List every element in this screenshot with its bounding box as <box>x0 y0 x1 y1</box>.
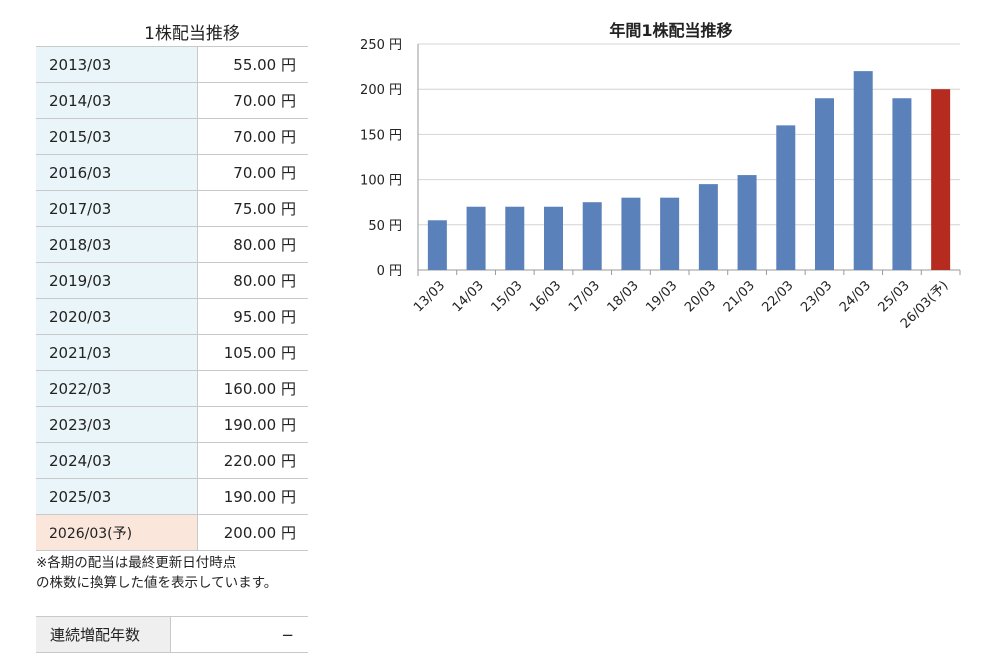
bar <box>698 184 718 270</box>
table-row: 2013/03 55.00 円 <box>36 46 308 83</box>
period-cell: 2020/03 <box>36 298 198 335</box>
period-cell: 2015/03 <box>36 118 198 155</box>
y-tick-label: 0 円 <box>377 264 402 279</box>
period-cell: 2019/03 <box>36 262 198 299</box>
x-tick-label: 24/03 <box>837 278 874 315</box>
dividend-value-cell: 80.00 円 <box>197 262 308 299</box>
x-tick-label: 18/03 <box>605 278 642 315</box>
footnote-line-1: ※各期の配当は最終更新日付時点 <box>36 555 237 571</box>
table-row: 2023/03 190.00 円 <box>36 406 308 443</box>
x-tick-label: 15/03 <box>489 278 526 315</box>
dividend-value-cell: 75.00 円 <box>197 190 308 227</box>
x-tick-label: 23/03 <box>798 278 835 315</box>
dividend-value-cell: 70.00 円 <box>197 82 308 119</box>
y-tick-label: 150 円 <box>360 128 402 143</box>
bar <box>853 71 873 270</box>
bar <box>427 220 447 270</box>
x-tick-label: 16/03 <box>527 278 564 315</box>
dividend-table-panel: 1株配当推移 2013/03 55.00 円 2014/03 70.00 円 2015/… <box>36 22 308 653</box>
dividend-value-cell: 95.00 円 <box>197 298 308 335</box>
dividend-value-cell: 70.00 円 <box>197 154 308 191</box>
period-cell: 2016/03 <box>36 154 198 191</box>
streak-label: 連続増配年数 <box>36 616 171 653</box>
bar <box>737 175 757 270</box>
period-cell: 2018/03 <box>36 226 198 263</box>
period-cell: 2025/03 <box>36 478 198 515</box>
period-cell: 2017/03 <box>36 190 198 227</box>
dividend-value-cell: 190.00 円 <box>197 478 308 515</box>
streak-table: 連続増配年数 − <box>36 616 308 653</box>
table-row: 2019/03 80.00 円 <box>36 262 308 299</box>
dividend-value-cell: 160.00 円 <box>197 370 308 407</box>
dividend-table: 2013/03 55.00 円 2014/03 70.00 円 2015/03 70.00… <box>36 46 308 551</box>
period-cell: 2023/03 <box>36 406 198 443</box>
x-tick-label: 20/03 <box>682 278 719 315</box>
table-row: 2026/03(予) 200.00 円 <box>36 514 308 551</box>
period-cell: 2013/03 <box>36 46 198 83</box>
dividend-value-cell: 80.00 円 <box>197 226 308 263</box>
table-title: 1株配当推移 <box>144 24 240 44</box>
table-row: 2017/03 75.00 円 <box>36 190 308 227</box>
bar <box>505 206 525 270</box>
table-row: 2024/03 220.00 円 <box>36 442 308 479</box>
table-row: 2025/03 190.00 円 <box>36 478 308 515</box>
x-tick-label: 22/03 <box>760 278 797 315</box>
period-cell: 2022/03 <box>36 370 198 407</box>
table-row: 2015/03 70.00 円 <box>36 118 308 155</box>
y-tick-label: 200 円 <box>360 83 402 98</box>
table-row: 2022/03 160.00 円 <box>36 370 308 407</box>
period-cell: 2014/03 <box>36 82 198 119</box>
dividend-chart: 年間1株配当推移 0 円 50 円 100 円 150 円 200 円 250 円 13/03… <box>340 16 980 356</box>
dividend-value-cell: 70.00 円 <box>197 118 308 155</box>
table-row: 2014/03 70.00 円 <box>36 82 308 119</box>
table-row: 2021/03 105.00 円 <box>36 334 308 371</box>
x-tick-label: 17/03 <box>566 278 603 315</box>
bar <box>544 206 563 270</box>
table-row: 2020/03 95.00 円 <box>36 298 308 335</box>
x-tick-label: 19/03 <box>643 278 680 315</box>
chart-title: 年間1株配当推移 <box>609 21 732 40</box>
x-tick-label: 13/03 <box>411 278 448 315</box>
dividend-value-cell: 55.00 円 <box>197 46 308 83</box>
bar <box>621 197 641 270</box>
bar <box>931 89 951 270</box>
y-tick-label: 250 円 <box>360 38 402 53</box>
x-tick-label: 21/03 <box>721 278 758 315</box>
bar <box>892 98 912 271</box>
dividend-value-cell: 220.00 円 <box>197 442 308 479</box>
streak-value: − <box>170 616 308 653</box>
dividend-value-cell: 200.00 円 <box>197 514 308 551</box>
dividend-value-cell: 190.00 円 <box>197 406 308 443</box>
bar <box>466 206 486 270</box>
bar <box>815 98 834 271</box>
period-cell: 2024/03 <box>36 442 198 479</box>
x-tick-label: 25/03 <box>876 278 913 315</box>
period-cell: 2026/03(予) <box>36 514 198 551</box>
period-cell: 2021/03 <box>36 334 198 371</box>
bar <box>660 197 680 270</box>
table-row: 2016/03 70.00 円 <box>36 154 308 191</box>
footnote: ※各期の配当は最終更新日付時点 の株数に換算した値を表示しています。 <box>36 553 308 593</box>
table-row: 2018/03 80.00 円 <box>36 226 308 263</box>
x-tick-label: 14/03 <box>450 278 487 315</box>
streak-row: 連続増配年数 − <box>36 616 308 653</box>
bar <box>582 202 602 270</box>
y-tick-label: 50 円 <box>368 219 402 234</box>
chart-svg: 年間1株配当推移 0 円 50 円 100 円 150 円 200 円 250 円 13/03… <box>360 21 961 332</box>
footnote-line-2: の株数に換算した値を表示しています。 <box>36 575 278 591</box>
bar <box>776 125 796 270</box>
dividend-value-cell: 105.00 円 <box>197 334 308 371</box>
y-tick-label: 100 円 <box>360 174 402 189</box>
